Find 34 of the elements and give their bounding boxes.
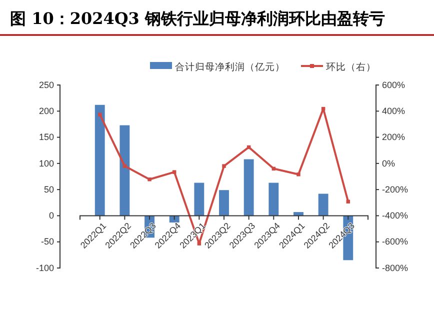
y2-tick-label: 600% — [382, 80, 406, 90]
y-tick-label: -100 — [36, 262, 54, 273]
point — [296, 172, 300, 176]
point — [172, 170, 176, 174]
bar — [169, 216, 180, 223]
y-tick-label: -50 — [40, 236, 54, 247]
legend-label: 环比（右） — [326, 61, 376, 73]
y2-tick-label: -800% — [382, 262, 408, 273]
bar — [194, 182, 204, 216]
point — [122, 164, 127, 168]
bar — [268, 182, 279, 216]
y-tick-label: 100 — [38, 158, 54, 168]
y-tick-label: 250 — [38, 80, 54, 90]
point — [148, 178, 152, 182]
y2-tick-label: 200% — [382, 132, 406, 142]
y2-tick-label: -200% — [382, 184, 408, 194]
y2-tick-label: -400% — [382, 210, 408, 221]
point — [346, 200, 350, 204]
y2-tick-label: -600% — [382, 236, 408, 247]
bar — [120, 125, 130, 216]
point — [222, 164, 226, 168]
y2-tick-label: 0% — [382, 158, 396, 168]
bar — [94, 104, 105, 216]
point — [98, 112, 102, 116]
bar — [318, 194, 328, 216]
y-tick-label: 150 — [38, 132, 54, 142]
y-tick-label: 0 — [48, 210, 54, 221]
bar — [244, 159, 254, 216]
legend-label: 合计归母净利润（亿元） — [175, 61, 285, 73]
y2-tick-label: 400% — [382, 106, 406, 116]
bar — [219, 190, 229, 216]
y-tick-label: 200 — [38, 106, 54, 116]
y-tick-label: 50 — [44, 184, 54, 194]
chart-title: 图 10：2024Q3 钢铁行业归母净利润环比由盈转亏 — [10, 9, 386, 28]
